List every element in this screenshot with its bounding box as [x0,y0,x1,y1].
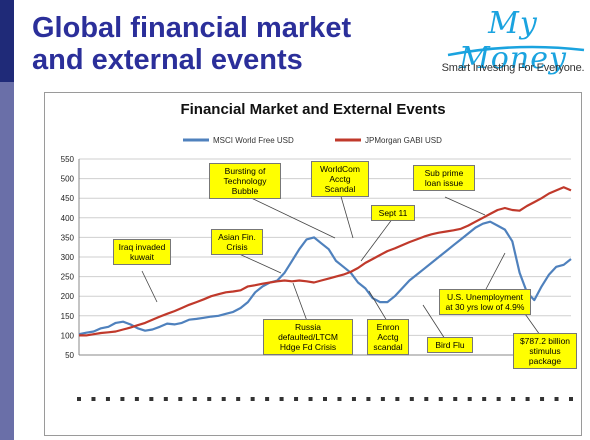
x-tick-mark [525,397,530,401]
callout-pointer [339,192,354,239]
slide-title: Global financial market and external eve… [32,12,432,76]
callout-unemployment: U.S. Unemployment at 30 yrs low of 4.9% [439,289,531,315]
x-tick-mark [424,397,429,401]
x-tick-mark [163,397,168,401]
x-tick-mark [467,397,472,401]
y-tick-label: 300 [61,253,75,262]
callout-worldcom: WorldCom Acctg Scandal [311,161,369,197]
my-money-logo: My Money Smart Investing For Everyone. [438,6,588,88]
slide-title-line1: Global financial market [32,12,352,44]
callout-pointer [422,304,446,340]
callout-russia: Russia defaulted/LTCM Hdge Fd Crisis [263,319,353,355]
callout-enron: Enron Acctg scandal [367,319,409,355]
x-tick-mark [105,397,110,401]
legend-label: MSCI World Free USD [213,136,294,145]
y-tick-label: 200 [61,292,75,301]
x-tick-mark [294,397,299,401]
y-tick-label: 500 [61,175,75,184]
callout-pointer [236,252,282,274]
x-tick-mark [409,397,414,401]
x-tick-mark [265,397,270,401]
series-line-jpmorgan [79,186,572,337]
chart-frame: Financial Market and External Events MSC… [44,92,582,436]
x-tick-mark [395,397,400,401]
left-accent-bar-top [0,0,14,82]
callout-sept11: Sept 11 [371,205,415,221]
x-tick-mark [236,397,241,401]
x-tick-mark [554,397,559,401]
chart-title: Financial Market and External Events [180,101,446,118]
series-line-msci [78,220,572,336]
callout-bubble: Bursting of Technology Bubble [209,163,281,199]
callout-birdflu: Bird Flu [427,337,473,353]
x-tick-mark [540,397,545,401]
left-accent-bar [0,0,14,440]
x-tick-mark [496,397,501,401]
x-tick-mark [91,397,96,401]
y-tick-label: 400 [61,214,75,223]
callout-pointer [368,290,388,322]
x-tick-mark [380,397,385,401]
logo-tagline: Smart Investing For Everyone. [441,62,585,74]
x-tick-mark [453,397,458,401]
x-tick-mark [323,397,327,401]
x-tick-mark [366,397,371,401]
x-tick-mark [149,397,154,401]
callout-iraq: Iraq invaded kuwait [113,239,171,265]
callout-pointer [444,196,486,216]
y-tick-label: 550 [61,155,75,164]
x-tick-mark [482,397,487,401]
callout-pointer [484,252,506,292]
x-tick-mark [178,397,183,401]
callout-pointer [141,270,158,303]
x-tick-mark [192,397,197,401]
callout-subprime: Sub prime loan issue [413,165,475,191]
y-tick-label: 150 [61,312,75,321]
callout-pointer [244,194,336,239]
x-tick-mark [120,397,125,401]
x-tick-mark [207,397,212,401]
legend-label: JPMorgan GABI USD [365,136,442,145]
callout-pointer [360,217,394,262]
callout-stimulus: $787.2 billion stimulus package [513,333,577,369]
x-tick-mark [337,397,342,401]
slide-title-line2: and external events [32,44,303,76]
y-tick-label: 100 [61,331,75,340]
y-tick-label: 50 [65,351,74,360]
y-tick-label: 450 [61,194,75,203]
x-tick-mark [438,397,443,401]
x-tick-mark [511,397,516,401]
x-tick-mark [308,397,313,401]
x-tick-mark [221,397,226,401]
callout-asian: Asian Fin. Crisis [211,229,263,255]
x-tick-mark [250,397,255,401]
logo-swoosh-icon [447,45,585,57]
y-tick-label: 250 [61,273,75,282]
x-tick-mark [134,397,139,401]
x-tick-mark [569,397,573,401]
y-tick-label: 350 [61,233,75,242]
x-tick-mark [351,397,356,401]
x-tick-mark [279,397,284,401]
callout-pointer [522,310,541,336]
x-tick-mark [77,397,81,401]
callout-pointer [292,282,308,322]
